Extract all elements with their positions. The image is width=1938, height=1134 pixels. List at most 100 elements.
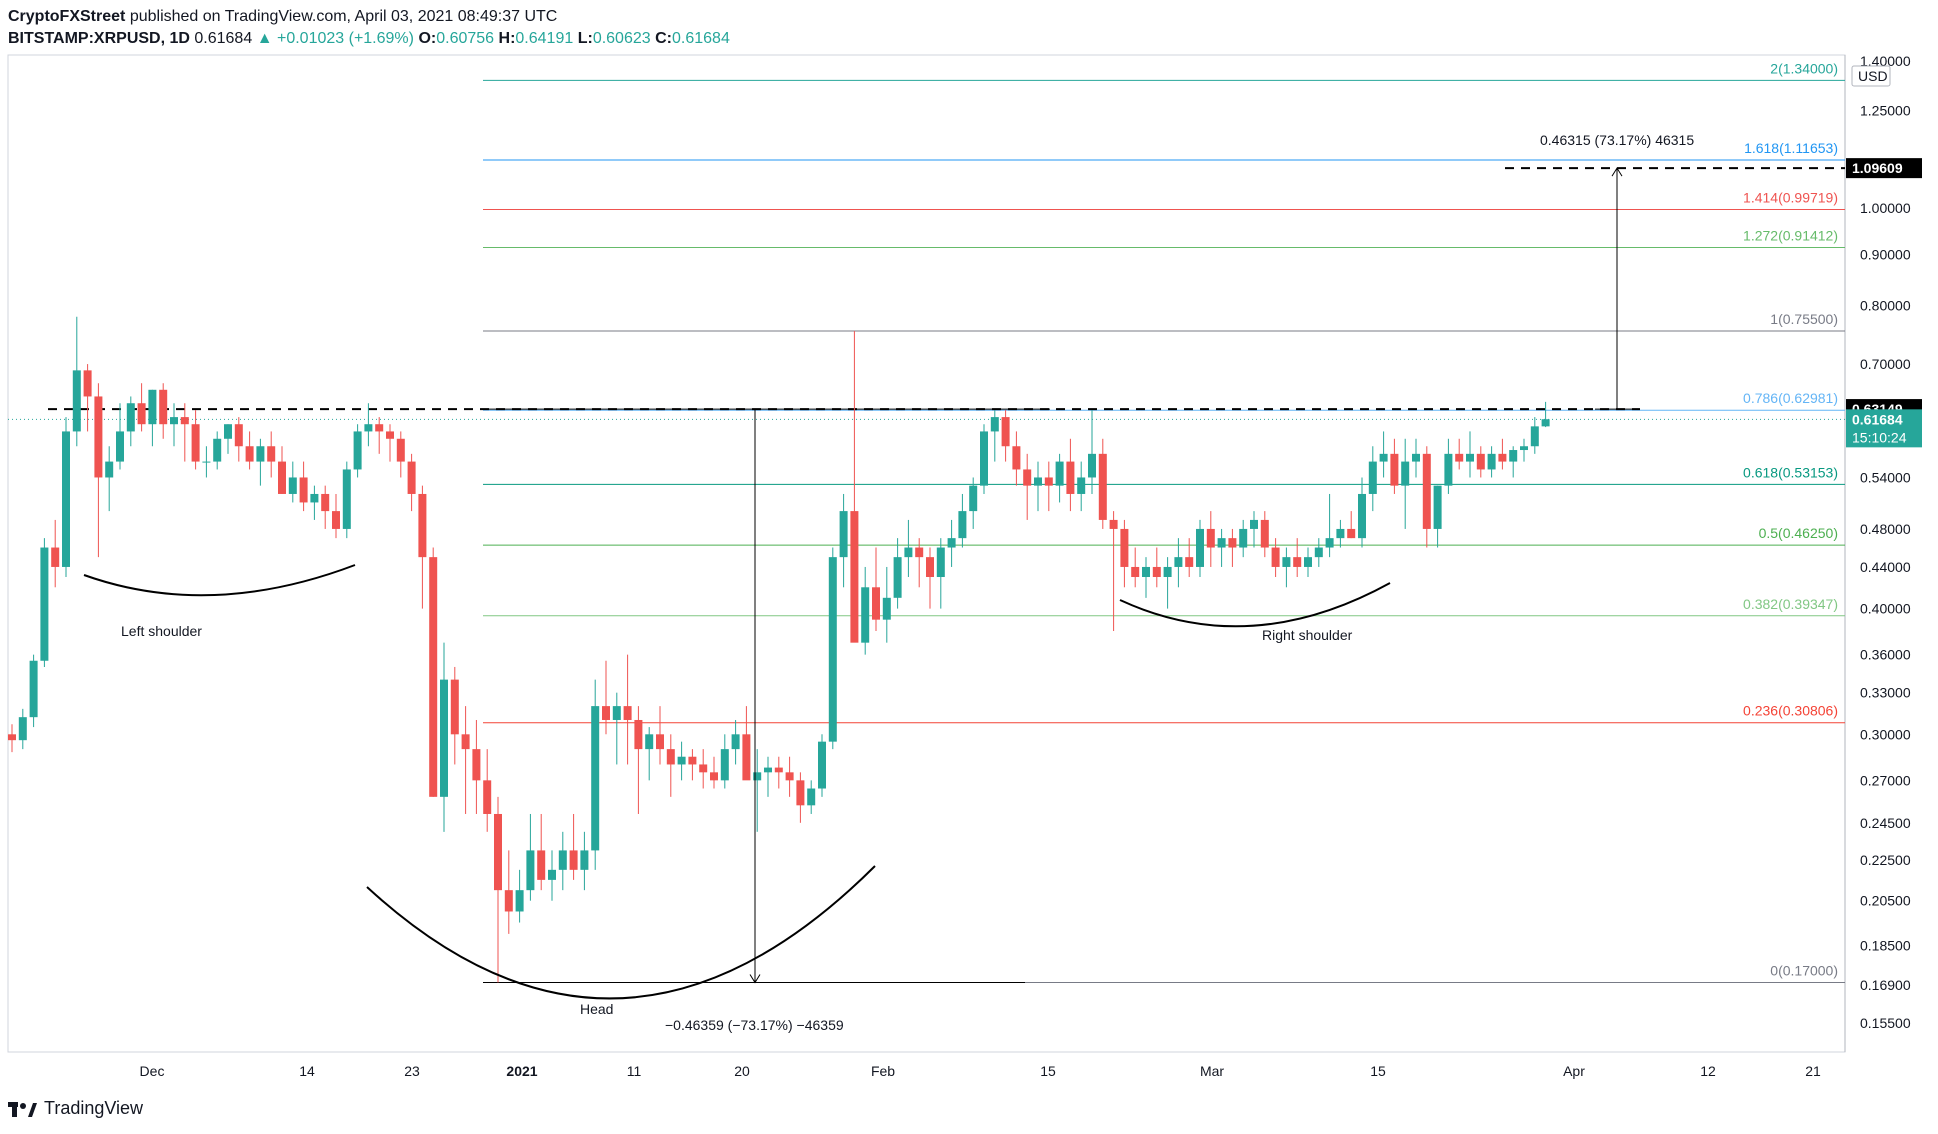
low-label: L: bbox=[577, 30, 593, 47]
candle-body bbox=[926, 557, 934, 578]
candle bbox=[537, 813, 546, 891]
candle-body bbox=[202, 461, 211, 463]
candle bbox=[677, 741, 686, 781]
candle bbox=[818, 734, 826, 797]
candle bbox=[1206, 511, 1215, 567]
candle-body bbox=[1098, 453, 1107, 520]
candle bbox=[785, 756, 794, 797]
candle bbox=[839, 493, 848, 588]
candle bbox=[1066, 438, 1075, 512]
candle-body bbox=[1401, 461, 1410, 486]
up-triangle-icon: ▲ bbox=[256, 30, 273, 47]
candle-body bbox=[483, 780, 492, 814]
price-axis-label-box bbox=[1846, 158, 1922, 179]
candle-body bbox=[353, 431, 362, 470]
candle bbox=[429, 547, 438, 797]
candle-body bbox=[742, 734, 751, 781]
candle-body bbox=[1163, 566, 1172, 578]
candle bbox=[872, 547, 880, 632]
candle bbox=[256, 438, 265, 486]
candle-body bbox=[1217, 538, 1226, 548]
candle bbox=[148, 389, 157, 447]
candle-body bbox=[40, 547, 49, 661]
y-tick-label: 0.36000 bbox=[1860, 647, 1911, 663]
candle bbox=[180, 403, 189, 462]
candle-body bbox=[224, 424, 232, 439]
candle bbox=[1412, 438, 1420, 478]
candle-body bbox=[1239, 528, 1248, 548]
fib-level-label: 1.414(0.99719) bbox=[1743, 189, 1838, 205]
candle-body bbox=[267, 446, 276, 462]
candle-body bbox=[1260, 519, 1269, 548]
candle bbox=[1304, 547, 1312, 578]
candle bbox=[1001, 410, 1010, 462]
candle-body bbox=[170, 417, 178, 425]
y-tick-label: 0.90000 bbox=[1860, 246, 1911, 262]
x-tick-label: 20 bbox=[734, 1063, 750, 1079]
target-measure-arrowhead bbox=[1611, 167, 1623, 177]
candle-body bbox=[580, 850, 589, 870]
candle bbox=[774, 756, 783, 789]
candle-body bbox=[1336, 528, 1345, 539]
candle-body bbox=[1055, 461, 1064, 486]
candle bbox=[461, 706, 470, 814]
candle bbox=[947, 519, 956, 567]
candle-body bbox=[148, 389, 157, 425]
fib-level-label: 1(0.75500) bbox=[1770, 311, 1838, 327]
candle bbox=[40, 538, 49, 667]
candle bbox=[958, 493, 967, 548]
candle bbox=[796, 772, 805, 823]
x-tick-label: Mar bbox=[1200, 1063, 1224, 1079]
candle-body bbox=[1455, 453, 1464, 462]
candle-body bbox=[1174, 557, 1183, 567]
candle bbox=[18, 708, 27, 750]
candle-body bbox=[1444, 453, 1453, 486]
candle-body bbox=[1293, 557, 1302, 567]
candle-body bbox=[612, 706, 621, 720]
candle-body bbox=[969, 485, 978, 512]
y-tick-label: 0.80000 bbox=[1860, 298, 1911, 314]
candle-body bbox=[1120, 528, 1129, 567]
candle-body bbox=[1066, 461, 1075, 494]
candle-body bbox=[310, 493, 319, 503]
candle-body bbox=[720, 749, 729, 781]
candle bbox=[548, 850, 556, 901]
candle-body bbox=[1347, 528, 1356, 539]
candle-body bbox=[94, 396, 103, 478]
price-change: +0.01023 (+1.69%) bbox=[276, 30, 414, 47]
y-tick-label: 0.22500 bbox=[1860, 852, 1911, 868]
candle-body bbox=[893, 557, 902, 598]
candle bbox=[170, 403, 178, 447]
candle-body bbox=[634, 719, 643, 750]
fib-level-label: 2(1.34000) bbox=[1770, 60, 1838, 76]
candle-body bbox=[828, 557, 837, 742]
x-tick-label: 12 bbox=[1700, 1063, 1716, 1079]
candle bbox=[1012, 431, 1021, 486]
footer-brand[interactable]: TradingView bbox=[44, 1098, 144, 1118]
symbol-label[interactable]: BITSTAMP:XRPUSD, 1D bbox=[8, 30, 190, 47]
candle-body bbox=[396, 438, 405, 462]
fib-level-label: 0.618(0.53153) bbox=[1743, 464, 1838, 480]
y-tick-label: 0.40000 bbox=[1860, 601, 1911, 617]
candle-body bbox=[699, 764, 708, 773]
candle bbox=[1098, 438, 1107, 529]
candle-body bbox=[364, 424, 373, 432]
candle-body bbox=[1012, 446, 1021, 470]
candle bbox=[1487, 446, 1496, 478]
candle-body bbox=[8, 734, 16, 741]
candle bbox=[1325, 493, 1334, 558]
candle bbox=[504, 850, 513, 934]
head-curve bbox=[366, 865, 876, 1000]
candle bbox=[1401, 438, 1410, 529]
candle-body bbox=[386, 431, 394, 439]
candle bbox=[1358, 477, 1366, 548]
candle-body bbox=[1131, 566, 1140, 578]
currency-label: USD bbox=[1858, 68, 1888, 84]
candle-body bbox=[418, 493, 427, 558]
y-tick-label: 0.70000 bbox=[1860, 356, 1911, 372]
candle bbox=[688, 749, 697, 781]
candle-body bbox=[1466, 453, 1474, 462]
y-tick-label: 0.16900 bbox=[1860, 977, 1911, 993]
candle-body bbox=[904, 547, 913, 558]
